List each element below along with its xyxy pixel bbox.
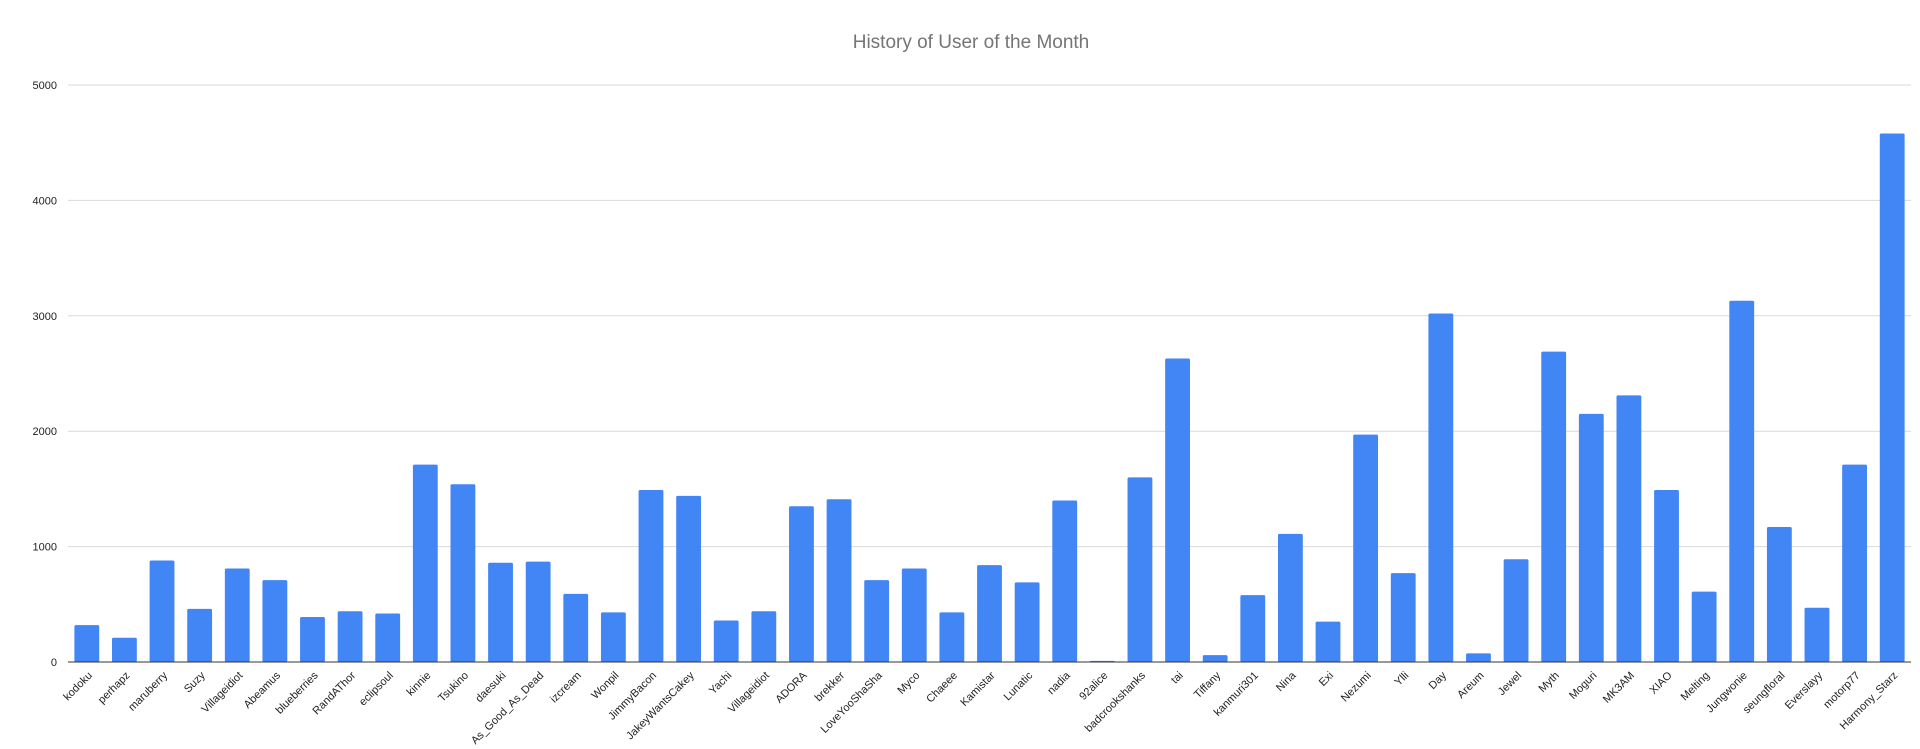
bar bbox=[1879, 133, 1905, 662]
x-tick-label: Areum bbox=[1455, 670, 1486, 701]
bar bbox=[1052, 500, 1078, 662]
bar bbox=[1353, 434, 1379, 662]
bar bbox=[1654, 490, 1679, 662]
x-tick-label: izcream bbox=[548, 670, 584, 706]
bar bbox=[1428, 313, 1454, 662]
bar bbox=[1466, 653, 1491, 662]
bar bbox=[1277, 533, 1303, 662]
bar bbox=[1729, 300, 1755, 662]
y-tick-label: 4000 bbox=[33, 195, 57, 207]
bars bbox=[74, 133, 1905, 662]
bar bbox=[450, 484, 476, 662]
x-tick-label: MK3AM bbox=[1601, 670, 1637, 706]
bar bbox=[1842, 464, 1867, 662]
x-tick-label: Lunatic bbox=[1002, 669, 1036, 703]
bar bbox=[563, 593, 589, 662]
x-tick-label: kinnie bbox=[405, 670, 434, 699]
bar bbox=[901, 568, 927, 662]
x-tick-label: Day bbox=[1427, 669, 1450, 692]
x-tick-label: Tsukino bbox=[436, 670, 471, 705]
bar bbox=[300, 616, 325, 662]
bar bbox=[1616, 395, 1642, 662]
x-tick-label: brekker bbox=[813, 669, 848, 704]
x-tick-label: eclipsoul bbox=[357, 670, 396, 709]
x-tick-label: XIAO bbox=[1648, 669, 1675, 696]
bar bbox=[1165, 358, 1190, 662]
x-tick-label: Chaeee bbox=[924, 670, 960, 706]
bar bbox=[1578, 413, 1604, 662]
x-tick-label: Ylli bbox=[1392, 670, 1411, 689]
bar bbox=[977, 565, 1002, 662]
bar bbox=[149, 560, 175, 662]
x-tick-label: Myco bbox=[895, 670, 922, 697]
x-tick-label: Exi bbox=[1317, 670, 1336, 689]
x-tick-label: maruberry bbox=[126, 669, 170, 713]
x-tick-label: perhapz bbox=[96, 670, 133, 707]
x-tick-label: Jewel bbox=[1496, 670, 1524, 698]
x-tick-label: Villageidiot bbox=[726, 670, 772, 716]
x-tick-label: kodoku bbox=[61, 670, 95, 704]
y-tick-label: 3000 bbox=[33, 311, 57, 323]
x-tick-label: Yachi bbox=[707, 670, 734, 697]
y-tick-label: 5000 bbox=[33, 80, 57, 92]
x-tick-label: Wonpil bbox=[589, 670, 621, 702]
bar bbox=[525, 561, 551, 662]
x-tick-label: Villageidiot bbox=[199, 670, 245, 716]
bar bbox=[1315, 621, 1341, 662]
bar bbox=[1804, 607, 1830, 662]
bar bbox=[864, 580, 890, 662]
bar bbox=[826, 499, 852, 662]
bar bbox=[412, 464, 438, 662]
x-tick-label: Nezumi bbox=[1339, 670, 1374, 705]
x-tick-label: JakeyWantsCakey bbox=[624, 669, 697, 742]
bar bbox=[939, 612, 965, 662]
x-tick-label: daesuki bbox=[473, 670, 508, 705]
x-tick-label: Kamistar bbox=[958, 669, 997, 708]
bar bbox=[638, 490, 664, 662]
y-axis-ticks: 0 1000 2000 3000 4000 5000 bbox=[33, 80, 57, 669]
bar bbox=[112, 637, 137, 662]
gridlines bbox=[68, 84, 1911, 548]
x-tick-label: Suzy bbox=[182, 669, 208, 695]
bar bbox=[789, 506, 814, 662]
bar bbox=[375, 613, 401, 662]
bar bbox=[600, 612, 626, 662]
bar bbox=[74, 625, 100, 662]
x-tick-label: Moguri bbox=[1567, 670, 1599, 702]
bar bbox=[262, 580, 288, 662]
chart-title: History of User of the Month bbox=[853, 32, 1090, 53]
x-tick-label: nadia bbox=[1045, 669, 1073, 697]
bar bbox=[337, 611, 363, 662]
bar bbox=[1390, 573, 1416, 662]
bar bbox=[1766, 526, 1792, 662]
x-tick-label: ADORA bbox=[773, 669, 810, 706]
y-tick-label: 2000 bbox=[33, 426, 57, 438]
x-tick-label: tai bbox=[1169, 670, 1186, 687]
bar bbox=[187, 608, 213, 662]
bar bbox=[1503, 559, 1529, 662]
y-tick-label: 0 bbox=[51, 657, 57, 669]
bar bbox=[713, 620, 739, 662]
bar bbox=[1014, 582, 1040, 662]
bar bbox=[488, 562, 513, 662]
x-tick-label: Tiffany bbox=[1192, 669, 1224, 701]
x-tick-label: Nina bbox=[1274, 669, 1299, 694]
x-tick-label: 92alice bbox=[1077, 670, 1110, 703]
bar bbox=[1691, 591, 1717, 662]
bar bbox=[1541, 351, 1567, 662]
x-tick-label: As_Good_As_Dead bbox=[469, 670, 546, 747]
bar bbox=[676, 495, 702, 662]
x-tick-label: Myth bbox=[1536, 670, 1561, 695]
bar bbox=[1127, 477, 1153, 662]
y-tick-label: 1000 bbox=[33, 542, 57, 554]
bar bbox=[1240, 595, 1266, 662]
x-tick-label: Melting bbox=[1679, 670, 1713, 704]
bar bbox=[224, 568, 250, 662]
x-tick-label: Everslayy bbox=[1783, 669, 1826, 712]
bar bbox=[751, 611, 777, 662]
bar bbox=[1202, 655, 1228, 662]
